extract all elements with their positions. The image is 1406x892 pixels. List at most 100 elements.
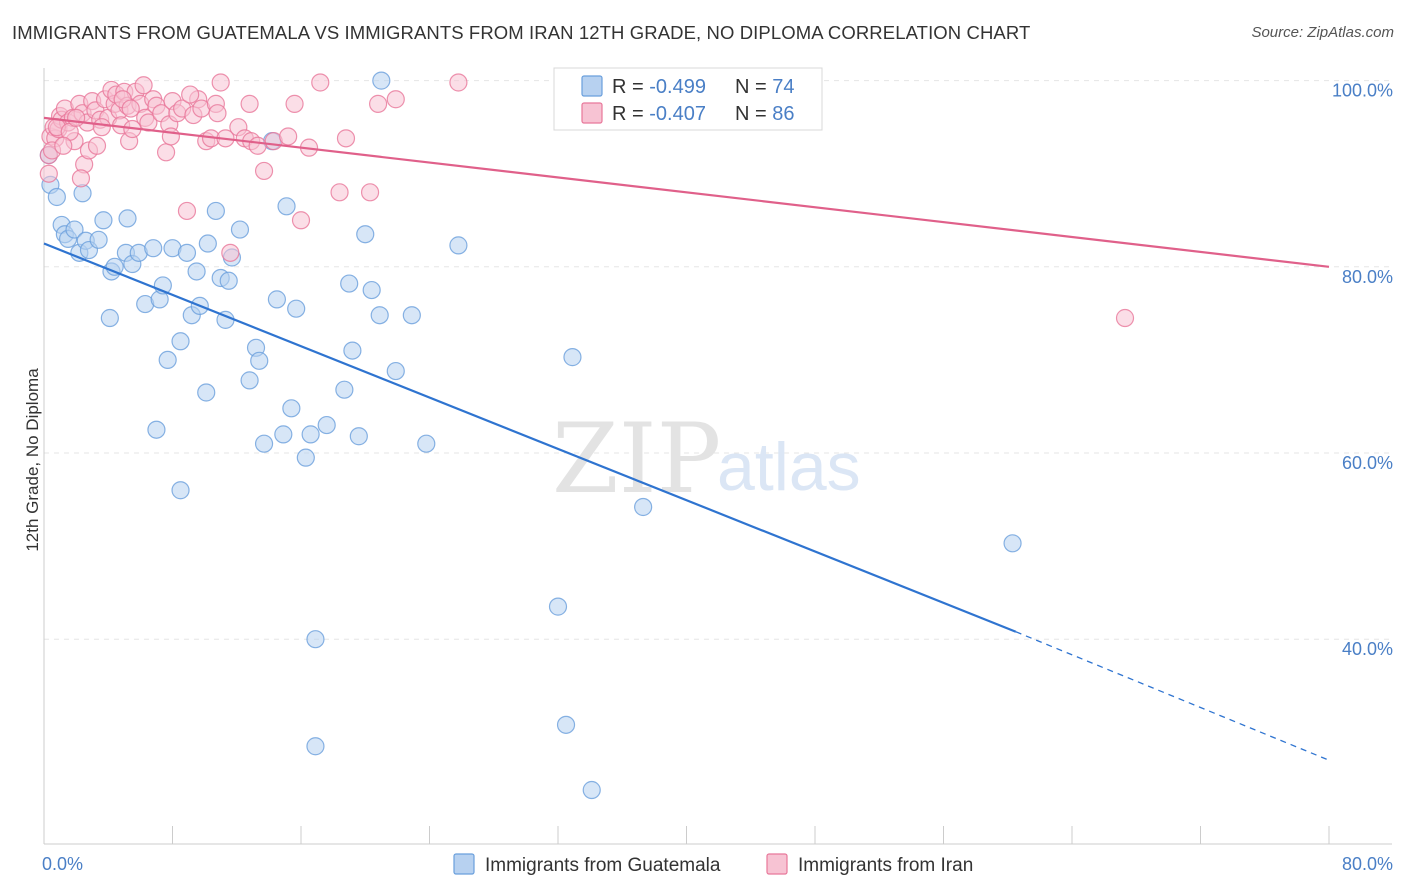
- point-iran: [221, 243, 240, 262]
- trend-line-iran: [43, 116, 1330, 268]
- point-iran: [134, 76, 153, 95]
- point-guatemala: [340, 274, 359, 293]
- point-iran: [336, 129, 356, 148]
- point-iran: [285, 94, 304, 113]
- grid-lines: [44, 80, 1392, 640]
- point-guatemala: [274, 425, 293, 444]
- chart-title: IMMIGRANTS FROM GUATEMALA VS IMMIGRANTS …: [12, 22, 1031, 43]
- point-guatemala: [277, 197, 296, 216]
- point-iran: [330, 183, 349, 202]
- point-iran: [92, 118, 111, 137]
- point-guatemala: [206, 201, 225, 221]
- legend-r-label: R =: [612, 76, 649, 98]
- point-guatemala: [65, 220, 84, 239]
- point-iran: [449, 73, 468, 92]
- point-guatemala: [296, 448, 315, 467]
- legend-n-label: N =: [735, 76, 772, 98]
- point-iran: [360, 183, 380, 202]
- point-guatemala: [158, 350, 177, 370]
- point-iran: [211, 73, 230, 92]
- y-tick-label: 60.0%: [1342, 453, 1393, 473]
- chart-source: Source: ZipAtlas.com: [1251, 24, 1394, 41]
- point-guatemala: [118, 209, 137, 228]
- point-guatemala: [417, 434, 436, 453]
- legend-row-guatemala: R = -0.499: [612, 76, 706, 98]
- legend-n-value: 74: [772, 76, 794, 98]
- point-guatemala: [230, 220, 250, 239]
- legend-r-label: R =: [612, 103, 649, 125]
- point-iran: [181, 85, 200, 104]
- point-iran: [291, 211, 311, 230]
- point-guatemala: [386, 361, 405, 381]
- legend-n-value: 86: [772, 103, 794, 125]
- legend-n-iran: N = 86: [735, 103, 795, 125]
- point-guatemala: [89, 230, 108, 249]
- point-iran: [67, 108, 86, 127]
- point-iran: [121, 99, 140, 118]
- point-iran: [39, 164, 58, 183]
- point-guatemala: [267, 290, 287, 309]
- x-tick-label: 0.0%: [42, 854, 83, 874]
- series-swatch-guatemala: [453, 853, 475, 875]
- y-axis-label: 12th Grade, No Diploma: [23, 368, 42, 552]
- point-guatemala: [582, 780, 601, 800]
- axes: [43, 68, 1392, 845]
- point-iran: [54, 136, 73, 155]
- point-guatemala: [372, 71, 391, 90]
- series-label-iran: Immigrants from Iran: [798, 855, 973, 876]
- point-guatemala: [362, 280, 381, 300]
- y-tick-label: 80.0%: [1342, 267, 1393, 287]
- watermark-zip: ZIP: [552, 403, 721, 515]
- x-tick-label: 80.0%: [1342, 854, 1393, 874]
- point-iran: [1115, 308, 1135, 328]
- point-guatemala: [402, 306, 421, 325]
- point-iran: [71, 169, 91, 188]
- point-guatemala: [563, 348, 582, 367]
- point-iran: [386, 90, 405, 109]
- point-guatemala: [317, 415, 336, 435]
- point-iran: [254, 161, 274, 181]
- point-guatemala: [144, 239, 163, 258]
- point-iran: [161, 127, 180, 146]
- point-guatemala: [171, 481, 190, 500]
- point-guatemala: [287, 299, 306, 318]
- watermark-atlas: atlas: [717, 429, 861, 505]
- point-iran: [279, 127, 298, 146]
- point-guatemala: [349, 427, 368, 446]
- point-guatemala: [634, 497, 653, 517]
- y-tick-label: 100.0%: [1332, 81, 1393, 101]
- point-guatemala: [197, 383, 216, 402]
- legend-r-value: -0.407: [649, 103, 706, 125]
- point-guatemala: [240, 371, 259, 390]
- legend-n-label: N =: [735, 103, 772, 125]
- legend-n-guatemala: N = 74: [735, 76, 795, 98]
- point-guatemala: [335, 380, 354, 399]
- series-label-guatemala: Immigrants from Guatemala: [485, 855, 721, 876]
- point-guatemala: [556, 715, 576, 734]
- legend-row-iran: R = -0.407: [612, 103, 706, 125]
- point-guatemala: [171, 332, 190, 351]
- x-tick-labels: 0.0% 80.0%: [42, 854, 1393, 874]
- point-guatemala: [147, 420, 166, 439]
- series-swatch-iran: [766, 853, 788, 875]
- legend-r-value: -0.499: [649, 76, 706, 98]
- point-guatemala: [198, 234, 217, 253]
- point-guatemala: [306, 630, 325, 649]
- point-guatemala: [282, 399, 301, 418]
- point-iran: [240, 94, 259, 113]
- legend-swatch-guatemala: [581, 75, 603, 97]
- point-guatemala: [1003, 534, 1022, 553]
- y-tick-label: 40.0%: [1342, 639, 1393, 659]
- data-points: [39, 71, 1135, 800]
- point-guatemala: [47, 187, 66, 207]
- watermark: ZIP atlas: [552, 403, 861, 515]
- point-guatemala: [370, 306, 389, 325]
- correlation-legend: R = -0.499 N = 74 R = -0.407 N = 86: [553, 67, 823, 131]
- y-tick-labels: 100.0% 80.0% 60.0% 40.0%: [1332, 81, 1393, 660]
- point-guatemala: [449, 236, 468, 255]
- point-guatemala: [301, 425, 320, 444]
- point-guatemala: [548, 597, 568, 616]
- point-guatemala: [94, 211, 113, 230]
- point-guatemala: [219, 271, 238, 290]
